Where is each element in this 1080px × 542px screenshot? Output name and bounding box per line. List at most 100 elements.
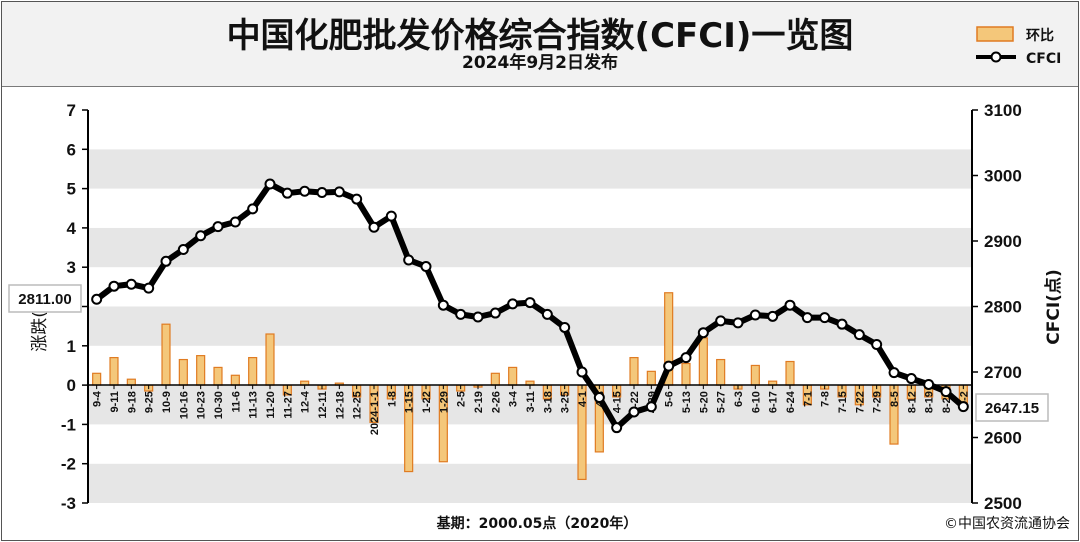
cfci-point-4-15 bbox=[611, 422, 623, 434]
x-tick-label: 7-22 bbox=[854, 391, 866, 413]
legend: 环比 CFCI bbox=[976, 26, 1061, 67]
x-tick-label: 4-1 bbox=[577, 391, 589, 407]
bar-9-11 bbox=[109, 356, 119, 386]
x-tick-label: 10-23 bbox=[196, 391, 208, 419]
cfci-point-7-22 bbox=[853, 329, 865, 341]
x-tick-label: 6-24 bbox=[785, 390, 797, 413]
x-tick-label: 11-20 bbox=[265, 391, 277, 419]
cfci-point-11-6 bbox=[229, 216, 241, 228]
x-tick-label: 2-5 bbox=[456, 391, 468, 407]
x-tick-label: 5-13 bbox=[681, 391, 693, 413]
cfci-point-10-16 bbox=[177, 244, 189, 256]
x-tick-label: 5-27 bbox=[716, 391, 728, 413]
cfci-point-7-15 bbox=[836, 318, 848, 330]
cfci-point-1-15 bbox=[403, 254, 415, 266]
bar-10-16 bbox=[178, 358, 188, 386]
bar-9-4 bbox=[92, 372, 102, 386]
x-tick-label: 12-11 bbox=[317, 391, 329, 419]
grid-band bbox=[88, 424, 972, 464]
bar-11-20 bbox=[265, 333, 275, 386]
bar-5-13 bbox=[681, 362, 691, 386]
cfci-point-9-2 bbox=[957, 401, 969, 413]
bar-2-26 bbox=[490, 372, 500, 386]
cfci-point-5-20 bbox=[697, 327, 709, 339]
bar-11-6 bbox=[230, 374, 240, 386]
cfci-point-8-26 bbox=[940, 386, 952, 398]
cfci-point-2-26 bbox=[489, 307, 501, 319]
cfci-point-11-13 bbox=[247, 203, 259, 215]
cfci-point-2-5 bbox=[455, 308, 467, 320]
x-tick-label: 9-11 bbox=[109, 391, 121, 412]
x-tick-label: 8-19 bbox=[924, 391, 936, 413]
left-tick-label: 5 bbox=[67, 180, 76, 199]
bar-6-10 bbox=[750, 364, 760, 386]
cfci-point-12-11 bbox=[316, 187, 328, 199]
cfci-point-3-25 bbox=[559, 321, 571, 333]
end-callout-box bbox=[975, 393, 1049, 422]
cfci-point-6-17 bbox=[767, 310, 779, 322]
x-tick-label: 1-29 bbox=[438, 391, 450, 413]
cfci-point-3-11 bbox=[524, 297, 536, 309]
legend-line-label: CFCI bbox=[1026, 51, 1061, 67]
left-tick-label: 6 bbox=[67, 140, 76, 159]
end-callout-value: 2647.15 bbox=[985, 400, 1039, 417]
bar-4-22 bbox=[629, 356, 639, 386]
cfci-point-4-22 bbox=[628, 406, 640, 418]
right-tick-label: 2500 bbox=[984, 494, 1022, 513]
x-tick-label: 7-1 bbox=[802, 391, 814, 407]
x-tick-label: 8-5 bbox=[889, 391, 901, 407]
cfci-point-1-29 bbox=[437, 299, 449, 311]
x-tick-label: 3-4 bbox=[508, 390, 520, 407]
legend-line-marker bbox=[990, 51, 1002, 63]
cfci-point-11-27 bbox=[281, 187, 293, 199]
cfci-point-4-29 bbox=[645, 401, 657, 413]
x-tick-label: 9-4 bbox=[92, 390, 104, 407]
right-tick-label: 2600 bbox=[984, 429, 1022, 448]
cfci-point-3-4 bbox=[507, 298, 519, 310]
x-tick-label: 6-17 bbox=[768, 391, 780, 413]
copyright-credit: ©中国农资流通协会 bbox=[944, 516, 1070, 532]
x-tick-label: 3-25 bbox=[560, 391, 572, 413]
cfci-point-7-1 bbox=[801, 312, 813, 324]
bar-10-23 bbox=[196, 355, 206, 386]
left-tick-label: -1 bbox=[61, 415, 76, 434]
cfci-point-1-22 bbox=[420, 261, 432, 273]
right-tick-label: 2900 bbox=[984, 232, 1022, 251]
cfci-point-6-3 bbox=[732, 317, 744, 329]
x-tick-label: 9-25 bbox=[144, 391, 156, 413]
x-tick-label: 12-4 bbox=[300, 390, 312, 413]
base-period-note: 基期：2000.05点（2020年） bbox=[437, 515, 638, 532]
cfci-point-9-18 bbox=[125, 278, 137, 290]
cfci-point-10-30 bbox=[212, 221, 224, 233]
cfci-point-10-9 bbox=[160, 255, 172, 267]
grid-band bbox=[88, 227, 972, 268]
bar-10-9 bbox=[161, 323, 171, 386]
bar-4-29 bbox=[646, 370, 656, 386]
chart-title: 中国化肥批发价格综合指数(CFCI)一览图 bbox=[226, 16, 854, 56]
cfci-point-9-25 bbox=[143, 282, 155, 294]
start-callout: 2811.00 bbox=[8, 284, 82, 313]
x-tick-label: 5-20 bbox=[698, 391, 710, 413]
right-tick-label: 3100 bbox=[984, 101, 1022, 120]
bars-layer bbox=[92, 292, 968, 481]
left-tick-label: 1 bbox=[67, 337, 76, 356]
cfci-point-2024-1-1 bbox=[368, 221, 380, 233]
cfci-line-layer bbox=[91, 178, 969, 434]
cfci-point-5-13 bbox=[680, 352, 692, 364]
x-tick-label: 6-3 bbox=[733, 391, 745, 407]
bar-5-27 bbox=[716, 358, 726, 386]
grid-band bbox=[88, 385, 972, 425]
grid-band bbox=[88, 110, 972, 150]
bar-10-30 bbox=[213, 366, 223, 386]
start-callout-value: 2811.00 bbox=[18, 291, 71, 308]
x-tick-label: 11-27 bbox=[282, 391, 294, 419]
x-tick-label: 9-18 bbox=[126, 391, 138, 413]
left-tick-labels: -3-2-101234567 bbox=[61, 101, 88, 513]
legend-bar-swatch bbox=[976, 26, 1014, 42]
bar-11-13 bbox=[248, 356, 258, 386]
x-tick-label: 6-10 bbox=[750, 391, 762, 413]
cfci-point-2-19 bbox=[472, 311, 484, 323]
x-tick-label: 11-13 bbox=[248, 391, 260, 419]
x-tick-label: 10-16 bbox=[178, 391, 190, 419]
